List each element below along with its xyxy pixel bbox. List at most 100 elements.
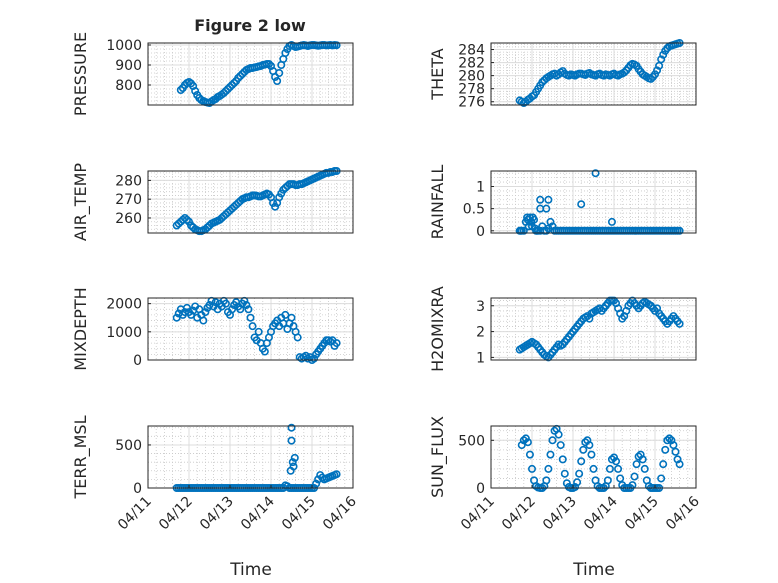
- data-point: [293, 333, 302, 342]
- data-point: [556, 441, 565, 450]
- data-point: [542, 476, 551, 485]
- data-point: [577, 457, 586, 466]
- x-tick-label: 04/13: [197, 494, 237, 534]
- data-point: [182, 215, 191, 224]
- data-point: [290, 453, 299, 462]
- data-point: [548, 222, 557, 231]
- axes-frame: [490, 42, 697, 106]
- data-point: [546, 217, 555, 226]
- data-point: [273, 77, 282, 86]
- y-tick-label: 1000: [106, 38, 142, 54]
- axes-box: [490, 297, 697, 361]
- x-tick-label: 04/12: [499, 494, 539, 534]
- data-point: [201, 308, 210, 317]
- data-point: [585, 441, 594, 450]
- y-tick-label: 280: [115, 173, 142, 189]
- y-axis-label: RAINFALL: [428, 165, 447, 240]
- data-point: [607, 217, 616, 226]
- y-tick-label: 280: [458, 69, 485, 85]
- data-point: [191, 87, 200, 96]
- x-axis-label-right: Time: [572, 560, 615, 580]
- data-point: [589, 464, 598, 473]
- y-tick-label: 3: [476, 299, 485, 315]
- data-point: [663, 436, 672, 445]
- data-point: [546, 450, 555, 459]
- data-point: [659, 460, 668, 469]
- data-point: [632, 460, 641, 469]
- y-tick-label: 800: [115, 78, 142, 94]
- data-point: [332, 41, 341, 50]
- data-point: [538, 78, 547, 87]
- subplot-6: 0 500 TERR_MSL 04/11 04/12 04/13 04/14 04/15 04/…: [71, 415, 360, 533]
- y-tick-label: 500: [458, 433, 485, 449]
- data-point: [646, 74, 655, 83]
- data-point: [671, 447, 680, 456]
- x-tick-label: 04/15: [622, 494, 662, 534]
- data-point: [236, 72, 245, 81]
- figure-title: Figure 2 low: [194, 16, 306, 35]
- axes-frame: [147, 170, 354, 234]
- data-point: [607, 455, 616, 464]
- data-point: [310, 354, 319, 363]
- y-tick-label: 0.5: [463, 202, 485, 218]
- data-point: [230, 79, 239, 88]
- data-point: [289, 462, 298, 471]
- y-tick-label: 1: [476, 180, 485, 196]
- x-tick-label: 04/11: [115, 494, 155, 534]
- data-point: [219, 89, 228, 98]
- data-point: [525, 450, 534, 459]
- subplot-0: 800 900 1000 PRESSURE: [71, 32, 354, 116]
- x-tick-label: 04/16: [663, 493, 703, 533]
- data-point: [548, 436, 557, 445]
- y-tick-label: 0: [476, 224, 485, 240]
- data-point: [650, 70, 659, 79]
- data-point: [287, 436, 296, 445]
- data-point: [665, 434, 674, 443]
- data-point: [176, 86, 185, 95]
- data-point: [630, 472, 639, 481]
- data-point: [536, 195, 545, 204]
- data-point: [669, 441, 678, 450]
- data-point: [525, 213, 534, 222]
- data-point: [560, 469, 569, 478]
- data-point: [558, 455, 567, 464]
- y-tick-label: 276: [458, 95, 485, 111]
- data-point: [180, 308, 189, 317]
- x-tick-label: 04/16: [320, 493, 360, 533]
- x-tick-label: 04/14: [581, 493, 621, 533]
- data-point: [226, 83, 235, 92]
- data-point: [519, 226, 528, 235]
- data-point: [221, 87, 230, 96]
- y-tick-label: 0: [133, 481, 142, 497]
- y-axis-label: MIXDEPTH: [71, 287, 90, 370]
- data-point: [199, 316, 208, 325]
- data-point: [612, 457, 621, 466]
- data-point: [638, 455, 647, 464]
- y-tick-label: 1000: [106, 325, 142, 341]
- data-point: [260, 347, 269, 356]
- x-axis-label-left: Time: [229, 560, 272, 580]
- data-point: [248, 322, 257, 331]
- subplot-4: 0 1000 2000 MIXDEPTH: [71, 287, 354, 371]
- data-point: [312, 479, 321, 488]
- data-point: [657, 474, 666, 483]
- data-point: [254, 327, 263, 336]
- axes-frame: [147, 425, 354, 489]
- x-tick-label: 04/14: [238, 493, 278, 533]
- data-point: [275, 69, 284, 78]
- data-point: [530, 215, 539, 224]
- y-tick-label: 260: [115, 211, 142, 227]
- y-tick-label: 270: [115, 192, 142, 208]
- data-point: [573, 478, 582, 487]
- axes-frame: [147, 42, 354, 106]
- data-point: [605, 464, 614, 473]
- data-point: [264, 59, 273, 68]
- y-tick-label: 2000: [106, 297, 142, 313]
- subplot-2: 260 270 280 AIR_TEMP: [71, 163, 354, 241]
- y-tick-label: 1: [476, 350, 485, 366]
- y-tick-label: 0: [476, 481, 485, 497]
- y-axis-label: AIR_TEMP: [71, 163, 91, 241]
- data-point: [228, 305, 237, 314]
- data-point: [223, 85, 232, 94]
- data-point: [579, 445, 588, 454]
